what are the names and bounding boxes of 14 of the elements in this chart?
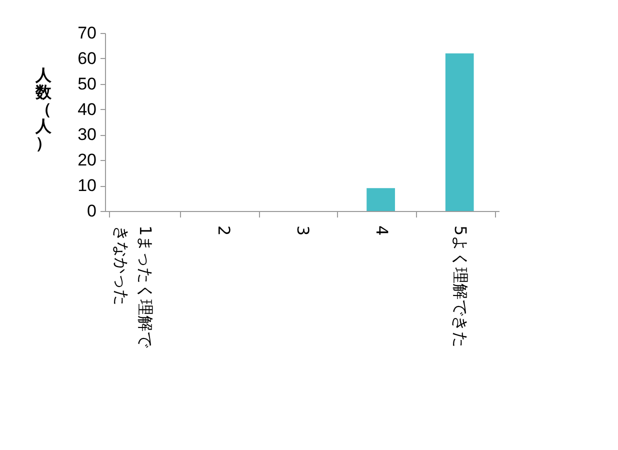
y-tick-label: 10 [78,176,96,196]
x-tick-label: 4 [372,226,392,236]
x-tick-label: 3 [294,226,312,236]
y-tick-label: 60 [78,48,96,68]
y-tick-label: 50 [78,74,96,94]
x-tick-label: 1まったく理解できなかった [112,226,155,349]
x-tick-label: 5よく理解できた [451,226,470,348]
y-tick-label: 30 [78,125,96,144]
y-tick-label: 70 [78,24,96,42]
y-tick-label: 20 [78,150,96,170]
y-axis-title: 人数（人） [34,66,52,152]
x-tick-label: 2 [214,226,234,236]
y-tick-label: 40 [78,100,96,119]
y-tick-label: 0 [87,202,96,220]
